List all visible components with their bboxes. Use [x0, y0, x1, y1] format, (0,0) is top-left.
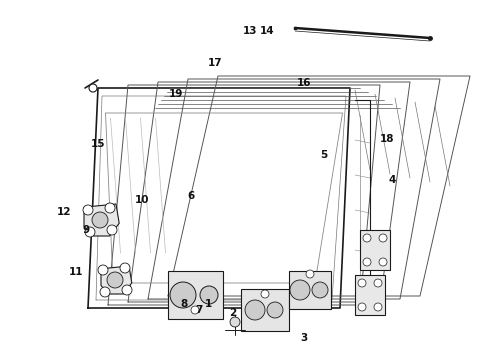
Circle shape	[261, 290, 269, 298]
Text: 17: 17	[208, 58, 223, 68]
Circle shape	[98, 265, 108, 275]
Bar	[241, 289, 289, 331]
Circle shape	[122, 285, 132, 295]
Circle shape	[105, 203, 115, 213]
Circle shape	[100, 287, 110, 297]
Text: 8: 8	[180, 299, 187, 309]
Circle shape	[363, 234, 371, 242]
Text: 16: 16	[296, 78, 311, 88]
Bar	[289, 271, 331, 309]
Circle shape	[191, 306, 199, 314]
Circle shape	[92, 212, 108, 228]
Circle shape	[200, 286, 218, 304]
Circle shape	[170, 282, 196, 308]
Text: 15: 15	[91, 139, 105, 149]
Text: 5: 5	[320, 150, 327, 160]
Circle shape	[107, 225, 117, 235]
Circle shape	[374, 279, 382, 287]
Circle shape	[107, 272, 123, 288]
Text: 10: 10	[135, 195, 149, 205]
Circle shape	[363, 258, 371, 266]
Text: 19: 19	[169, 89, 184, 99]
Bar	[355, 275, 385, 315]
Bar	[168, 271, 223, 319]
Circle shape	[379, 234, 387, 242]
Circle shape	[379, 258, 387, 266]
Circle shape	[358, 279, 366, 287]
Text: 2: 2	[229, 308, 236, 318]
Text: 11: 11	[69, 267, 83, 277]
Circle shape	[374, 303, 382, 311]
Text: 14: 14	[260, 26, 274, 36]
Polygon shape	[84, 204, 119, 236]
Circle shape	[85, 227, 95, 237]
Text: 12: 12	[56, 207, 71, 217]
Circle shape	[83, 205, 93, 215]
Circle shape	[120, 263, 130, 273]
Circle shape	[306, 270, 314, 278]
Circle shape	[230, 317, 240, 327]
Text: 7: 7	[195, 305, 202, 315]
Text: 9: 9	[82, 225, 89, 235]
Circle shape	[290, 280, 310, 300]
Circle shape	[358, 303, 366, 311]
Text: 4: 4	[388, 175, 396, 185]
Polygon shape	[101, 266, 132, 294]
Circle shape	[312, 282, 328, 298]
Circle shape	[267, 302, 283, 318]
Text: 1: 1	[205, 299, 212, 309]
Text: 6: 6	[188, 191, 195, 201]
Circle shape	[89, 84, 97, 92]
Text: 13: 13	[243, 26, 257, 36]
Circle shape	[245, 300, 265, 320]
Text: 3: 3	[300, 333, 307, 343]
Text: 18: 18	[380, 134, 394, 144]
Bar	[360, 230, 390, 270]
